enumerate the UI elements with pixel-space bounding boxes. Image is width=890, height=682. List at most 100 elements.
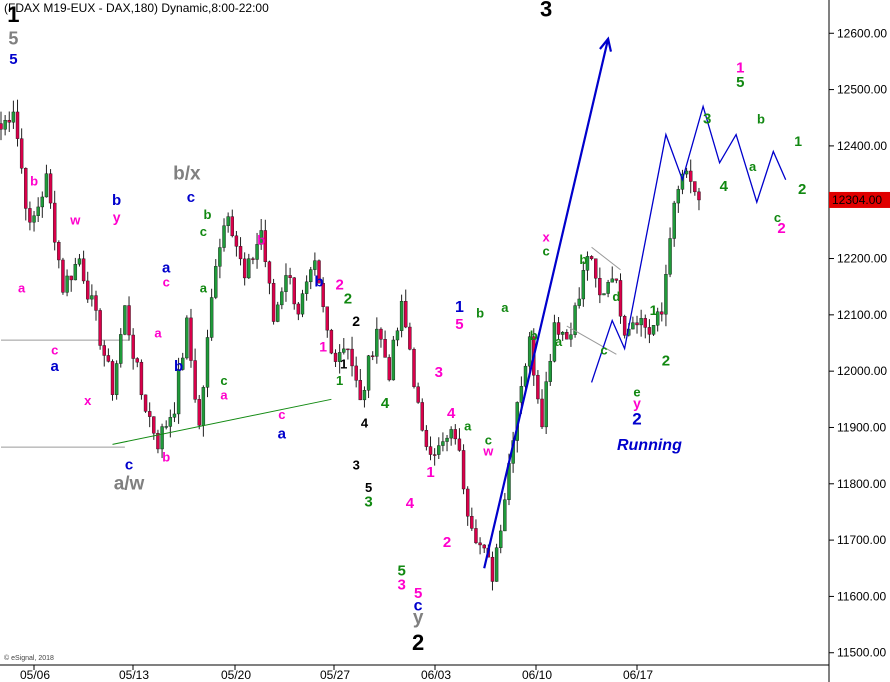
candle-body bbox=[218, 247, 222, 267]
wave-label: b bbox=[204, 207, 212, 222]
price-tick-label: 11900.00 bbox=[837, 420, 886, 434]
wave-label: 1 bbox=[455, 299, 464, 316]
candle-body bbox=[181, 357, 185, 370]
wave-label: 1 bbox=[336, 373, 343, 388]
candle-body bbox=[585, 256, 590, 271]
wave-label: y bbox=[113, 209, 121, 225]
wave-label: a bbox=[749, 159, 757, 174]
candle-body bbox=[552, 322, 557, 362]
wave-label: 4 bbox=[361, 415, 369, 430]
date-tick-label: 06/10 bbox=[522, 668, 552, 682]
candle-body bbox=[292, 277, 296, 305]
candle-body bbox=[230, 216, 234, 237]
price-tick-label: 12600.00 bbox=[837, 26, 887, 40]
wave-label: a bbox=[464, 418, 472, 433]
candle-body bbox=[404, 301, 408, 328]
candle-body bbox=[222, 225, 226, 248]
wave-label: c bbox=[414, 598, 423, 615]
candle-body bbox=[606, 281, 610, 294]
candle-body bbox=[598, 278, 602, 296]
candle-body bbox=[399, 301, 404, 331]
candle-body bbox=[251, 258, 255, 260]
wave-label: 4 bbox=[381, 395, 390, 412]
candle-body bbox=[676, 189, 681, 204]
price-tick-label: 12000.00 bbox=[837, 364, 887, 378]
candle-body bbox=[3, 119, 7, 130]
price-tick-label: 11700.00 bbox=[837, 533, 886, 547]
candle-body bbox=[470, 516, 474, 529]
wave-label: a bbox=[18, 280, 26, 295]
candle-body bbox=[81, 258, 86, 282]
candle-body bbox=[325, 306, 329, 331]
wave-label: b bbox=[112, 192, 121, 209]
candle-body bbox=[618, 280, 623, 317]
candle-body bbox=[193, 360, 197, 400]
candle-body bbox=[238, 246, 243, 260]
candle-body bbox=[482, 544, 486, 549]
wave-label: 5 bbox=[365, 480, 372, 495]
candle-body bbox=[205, 337, 210, 388]
wave-label: 2 bbox=[335, 277, 343, 294]
candle-body bbox=[304, 281, 309, 294]
wave-label: c bbox=[125, 457, 133, 474]
wave-label: a bbox=[154, 325, 162, 340]
wave-label: x bbox=[543, 230, 551, 245]
date-tick-label: 05/06 bbox=[20, 668, 50, 682]
candle-body bbox=[317, 260, 321, 284]
candle-body bbox=[160, 426, 164, 450]
candle-body bbox=[375, 328, 379, 357]
candle-body bbox=[90, 295, 94, 300]
candle-body bbox=[73, 264, 78, 281]
candle-body bbox=[36, 206, 40, 216]
candle-body bbox=[61, 259, 65, 293]
candle-body bbox=[494, 547, 499, 582]
candle-body bbox=[519, 386, 524, 403]
candle-body bbox=[581, 270, 586, 300]
wave-label: 2 bbox=[777, 220, 785, 237]
candle-body bbox=[123, 305, 127, 335]
candle-body bbox=[589, 256, 594, 259]
candle-body bbox=[242, 258, 247, 279]
date-axis: 05/06 05/13 05/20 05/27 06/03 06/10 06/17 bbox=[0, 664, 829, 682]
wave-label: c bbox=[200, 224, 207, 239]
candle-body bbox=[651, 325, 656, 335]
candle-body bbox=[15, 111, 20, 139]
candle-body bbox=[226, 216, 230, 226]
candle-body bbox=[24, 168, 28, 209]
price-tick-label: 12500.00 bbox=[837, 83, 887, 97]
wave-label: b bbox=[757, 111, 765, 126]
candle-body bbox=[94, 295, 98, 311]
candle-body bbox=[300, 293, 305, 315]
candle-body bbox=[569, 334, 573, 340]
candle-body bbox=[147, 411, 152, 417]
wave-label: a bbox=[200, 280, 208, 295]
candle-body bbox=[565, 332, 569, 340]
wave-label: c bbox=[774, 210, 781, 225]
candle-body bbox=[358, 380, 363, 401]
wave-3-projection-line bbox=[483, 38, 610, 569]
candle-body bbox=[573, 305, 577, 335]
candle-body bbox=[102, 345, 106, 356]
wave-label: c bbox=[278, 407, 285, 422]
wave-label: 1 bbox=[7, 2, 19, 27]
candle-body bbox=[660, 311, 664, 315]
candle-body bbox=[69, 275, 73, 281]
candle-body bbox=[684, 170, 689, 175]
candle-body bbox=[98, 310, 102, 346]
wave-label: 3 bbox=[435, 364, 443, 381]
candle-body bbox=[110, 361, 115, 395]
candle-body bbox=[445, 437, 449, 442]
candle-body bbox=[164, 426, 168, 428]
candle-body bbox=[106, 355, 111, 362]
wave-label: c bbox=[51, 342, 58, 357]
candle-body bbox=[168, 417, 173, 427]
candle-body bbox=[176, 369, 181, 415]
price-tick-label: 12100.00 bbox=[837, 308, 887, 322]
candle-body bbox=[602, 293, 606, 296]
wave-label: Running bbox=[617, 437, 682, 454]
candle-body bbox=[65, 275, 69, 293]
last-price-value: 12304.00 bbox=[832, 193, 882, 207]
wave-label: 1 bbox=[340, 356, 347, 371]
wave-label: 2 bbox=[344, 291, 352, 308]
